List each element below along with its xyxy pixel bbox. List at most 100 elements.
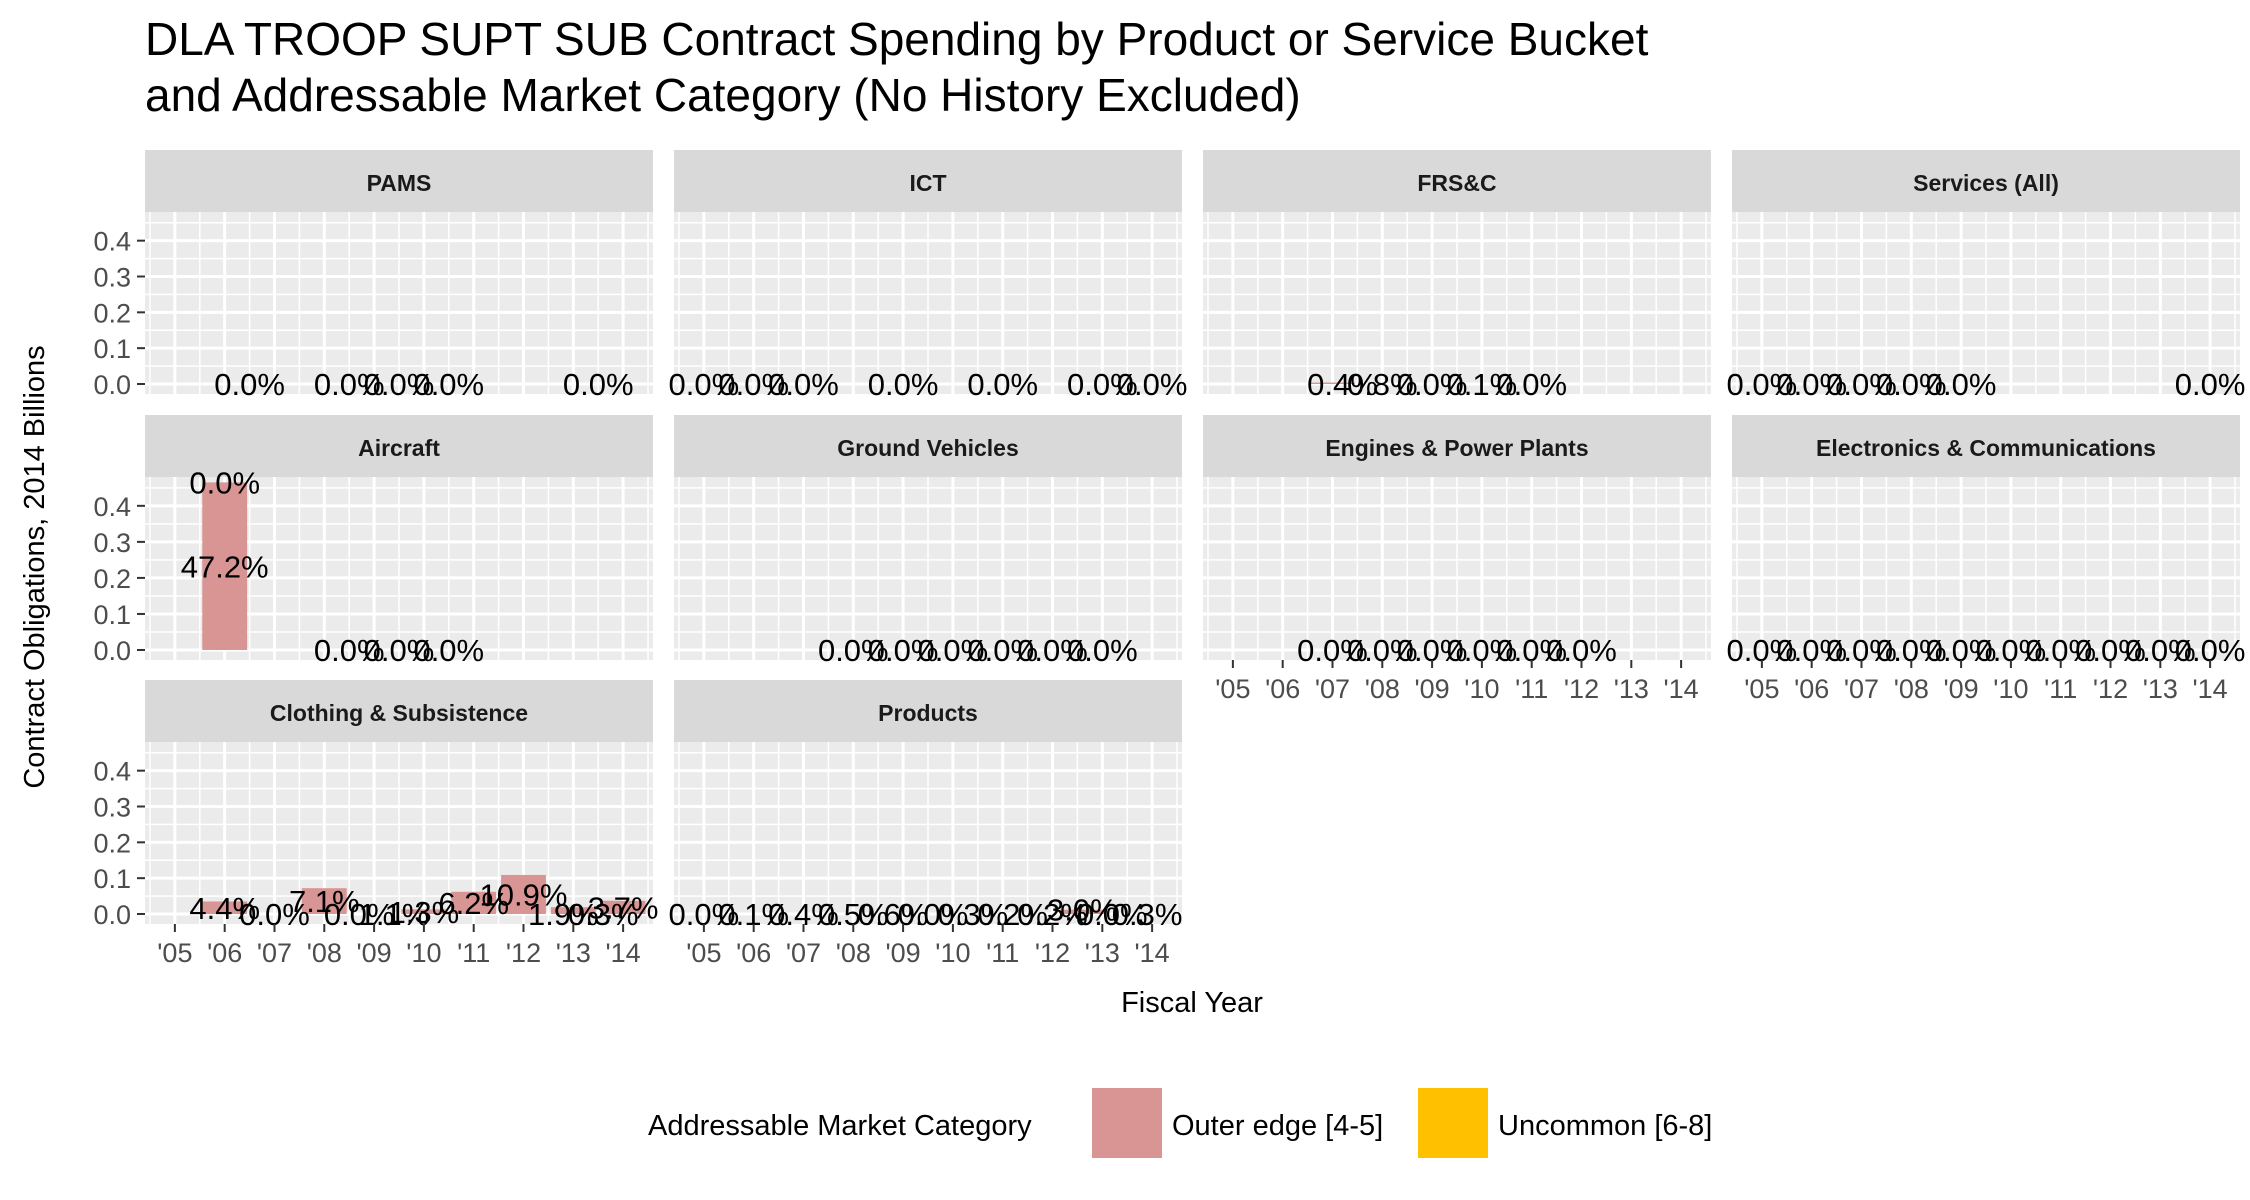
data-label-clothing-and-subsistence-8: 1.9%	[528, 897, 599, 932]
data-label-ground-vehicles-4: 0.0%	[1017, 633, 1088, 668]
facet-label: Engines & Power Plants	[1325, 435, 1588, 461]
data-label-products-7: 0.2%	[977, 897, 1048, 932]
x-tick-label: '11	[1515, 674, 1548, 704]
x-tick-label: '09	[1415, 674, 1450, 704]
x-tick-label: '14	[1135, 938, 1170, 968]
data-label-ground-vehicles-5: 0.0%	[1067, 633, 1138, 668]
data-label-aircraft-3: 0.0%	[364, 633, 435, 668]
data-label-pams-1: 0.0%	[314, 367, 385, 402]
x-tick-label: '06	[1794, 674, 1829, 704]
x-tick-label: '11	[457, 938, 490, 968]
y-tick-label: 0.3	[93, 263, 131, 293]
data-label-frsandc-3: 0.1%	[1447, 367, 1518, 402]
x-tick-label: '05	[686, 938, 721, 968]
y-tick-label: 0.4	[93, 227, 131, 257]
data-label-services-all-0: 0.0%	[1727, 367, 1798, 402]
x-tick-label: '05	[1215, 674, 1250, 704]
x-tick-label: '10	[1464, 674, 1499, 704]
legend-swatch-outer-edge	[1092, 1088, 1162, 1158]
y-tick-label: 0.1	[93, 600, 131, 630]
data-label-services-all-4: 0.0%	[1926, 367, 1997, 402]
data-label-products-10: 0.0%	[1077, 897, 1148, 932]
bar-clothing-and-subsistence-2	[401, 909, 447, 914]
data-label-aircraft-0: 0.0%	[189, 465, 260, 500]
data-label-frsandc-1: 0.8%	[1347, 367, 1418, 402]
legend: Addressable Market Category Outer edge […	[648, 1088, 1712, 1158]
data-label-ground-vehicles-1: 0.0%	[868, 633, 939, 668]
x-tick-label: '11	[986, 938, 1019, 968]
facet-label: Products	[878, 700, 978, 726]
x-tick-label: '05	[157, 938, 192, 968]
facet-strip	[145, 415, 653, 477]
y-tick-label: 0.3	[93, 793, 131, 823]
y-tick-label: 0.0	[93, 900, 131, 930]
y-tick-label: 0.2	[93, 564, 131, 594]
data-label-ict-0: 0.0%	[669, 367, 740, 402]
x-tick-label: '08	[1365, 674, 1400, 704]
data-label-clothing-and-subsistence-3: 0.0%	[324, 897, 395, 932]
facet-strip	[1203, 150, 1711, 212]
y-tick-label: 0.3	[93, 528, 131, 558]
data-label-clothing-and-subsistence-6: 6.2%	[438, 886, 509, 921]
panel-frsandc: FRS&C0.4%0.8%0.0%0.1%0.0%	[1203, 150, 1711, 402]
data-label-products-11: 0.3%	[1112, 897, 1183, 932]
x-tick-label: '11	[2044, 674, 2077, 704]
data-label-ict-2: 0.0%	[768, 367, 839, 402]
data-label-services-all-3: 0.0%	[1876, 367, 1947, 402]
x-tick-label: '12	[1035, 938, 1070, 968]
y-tick-label: 0.0	[93, 636, 131, 666]
panel-aircraft: Aircraft0.0%47.2%0.0%0.0%0.0%0.00.10.20.…	[93, 415, 653, 668]
data-label-ict-5: 0.0%	[1067, 367, 1138, 402]
data-label-services-all-5: 0.0%	[2175, 367, 2246, 402]
x-tick-label: '05	[1744, 674, 1779, 704]
data-label-ground-vehicles-3: 0.0%	[967, 633, 1038, 668]
y-tick-label: 0.2	[93, 828, 131, 858]
data-label-clothing-and-subsistence-7: 10.9%	[480, 878, 568, 913]
x-tick-label: '06	[1265, 674, 1300, 704]
legend-label-uncommon: Uncommon [6-8]	[1498, 1110, 1712, 1142]
facet-label: Electronics & Communications	[1816, 435, 2156, 461]
facet-label: FRS&C	[1417, 170, 1496, 196]
data-label-services-all-1: 0.0%	[1776, 367, 1847, 402]
x-tick-label: '13	[1085, 938, 1120, 968]
x-tick-label: '12	[506, 938, 541, 968]
x-tick-label: '13	[2143, 674, 2178, 704]
facet-strip	[674, 150, 1182, 212]
panel-engines-and-power-plants: Engines & Power Plants0.0%0.0%0.0%0.0%0.…	[1203, 415, 1711, 704]
x-tick-label: '06	[736, 938, 771, 968]
facet-label: Clothing & Subsistence	[270, 700, 528, 726]
facet-strip	[1203, 415, 1711, 477]
data-label-clothing-and-subsistence-10: 3.7%	[588, 891, 659, 926]
facet-label: Aircraft	[358, 435, 440, 461]
x-axis-label: Fiscal Year	[1121, 987, 1263, 1019]
facet-label: ICT	[909, 170, 946, 196]
x-tick-label: '12	[2093, 674, 2128, 704]
bar-aircraft-0	[202, 482, 248, 650]
y-tick-label: 0.4	[93, 757, 131, 787]
bar-clothing-and-subsistence-1	[301, 888, 347, 914]
data-label-clothing-and-subsistence-4: 1.1%	[359, 897, 430, 932]
facet-strip	[674, 680, 1182, 742]
x-tick-label: '08	[1894, 674, 1929, 704]
facet-strip	[1732, 150, 2240, 212]
bar-clothing-and-subsistence-5	[550, 907, 596, 914]
data-label-ict-1: 0.0%	[718, 367, 789, 402]
facet-strip	[1732, 415, 2240, 477]
data-label-frsandc-4: 0.0%	[1496, 367, 1567, 402]
bar-frsandc-0	[1310, 382, 1355, 384]
x-tick-label: '10	[406, 938, 441, 968]
x-tick-label: '12	[1564, 674, 1599, 704]
bar-clothing-and-subsistence-6	[600, 900, 646, 914]
y-tick-label: 0.4	[93, 492, 131, 522]
bar-clothing-and-subsistence-0	[202, 901, 248, 914]
data-label-products-4: 0.6%	[858, 897, 929, 932]
y-tick-label: 0.1	[93, 334, 131, 364]
x-tick-label: '09	[886, 938, 921, 968]
facet-label: PAMS	[367, 170, 432, 196]
data-label-aircraft-1: 47.2%	[181, 549, 269, 584]
data-label-ict-4: 0.0%	[967, 367, 1038, 402]
bar-products-0	[1059, 909, 1105, 914]
x-tick-label: '06	[207, 938, 242, 968]
